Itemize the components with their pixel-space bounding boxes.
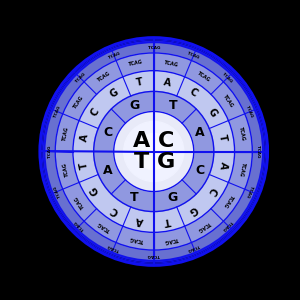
Text: TCAG: TCAG <box>96 71 111 83</box>
Text: T: T <box>79 161 90 170</box>
Text: TCAG: TCAG <box>187 243 200 252</box>
Text: TCAG: TCAG <box>73 94 85 109</box>
Text: TCAG: TCAG <box>62 161 70 177</box>
Text: G: G <box>109 86 121 99</box>
Text: G: G <box>130 99 140 112</box>
Circle shape <box>114 112 194 191</box>
Circle shape <box>55 53 252 250</box>
Text: G: G <box>187 204 199 217</box>
Text: A: A <box>79 133 90 142</box>
Text: G: G <box>157 152 175 172</box>
Text: T: T <box>130 191 139 204</box>
Text: TCAG: TCAG <box>246 105 254 118</box>
Text: TCAG: TCAG <box>129 236 144 243</box>
Text: G: G <box>206 106 219 118</box>
Text: TCAG: TCAG <box>53 185 62 198</box>
Text: A: A <box>103 164 112 177</box>
Text: T: T <box>134 152 149 172</box>
Text: TCAG: TCAG <box>74 72 86 84</box>
Text: TCAG: TCAG <box>221 219 233 231</box>
Text: G: G <box>168 191 178 204</box>
Circle shape <box>124 122 184 182</box>
Text: T: T <box>163 215 172 226</box>
Text: TCAG: TCAG <box>164 60 179 68</box>
Text: TCAG: TCAG <box>196 220 211 232</box>
Text: G: G <box>89 184 101 197</box>
Text: A: A <box>217 160 229 170</box>
Text: T: T <box>169 99 177 112</box>
Text: T: T <box>136 77 144 88</box>
Text: TCAG: TCAG <box>238 161 246 177</box>
Circle shape <box>94 92 214 212</box>
Text: TCAG: TCAG <box>129 60 144 68</box>
Text: C: C <box>206 185 218 197</box>
Text: TCAG: TCAG <box>148 46 160 50</box>
Text: A: A <box>163 77 172 88</box>
Text: TCAG: TCAG <box>62 126 70 142</box>
Text: A: A <box>133 131 150 151</box>
Text: TCAG: TCAG <box>196 71 211 83</box>
Text: TCAG: TCAG <box>238 126 246 142</box>
Circle shape <box>136 134 172 169</box>
Text: TCAG: TCAG <box>148 254 160 257</box>
Text: C: C <box>195 164 205 177</box>
Circle shape <box>73 70 235 232</box>
Text: TCAG: TCAG <box>222 194 235 209</box>
Text: A: A <box>195 126 205 139</box>
Text: C: C <box>89 106 101 118</box>
Text: TCAG: TCAG <box>48 145 52 158</box>
Text: TCAG: TCAG <box>222 94 235 109</box>
Text: T: T <box>217 134 228 142</box>
Text: TCAG: TCAG <box>73 194 85 209</box>
Text: TCAG: TCAG <box>107 243 121 252</box>
Text: A: A <box>135 215 145 226</box>
Text: TCAG: TCAG <box>256 145 260 158</box>
Text: C: C <box>103 126 112 139</box>
Circle shape <box>44 42 263 261</box>
Text: TCAG: TCAG <box>53 105 62 118</box>
Text: TCAG: TCAG <box>187 51 200 60</box>
Text: TCAG: TCAG <box>164 236 179 243</box>
Text: TCAG: TCAG <box>221 72 233 84</box>
Text: C: C <box>109 204 120 216</box>
Text: TCAG: TCAG <box>96 220 111 232</box>
Text: C: C <box>187 87 199 99</box>
Text: TCAG: TCAG <box>107 51 121 60</box>
Text: C: C <box>158 131 174 151</box>
Text: TCAG: TCAG <box>246 185 254 198</box>
Text: TCAG: TCAG <box>74 219 86 231</box>
